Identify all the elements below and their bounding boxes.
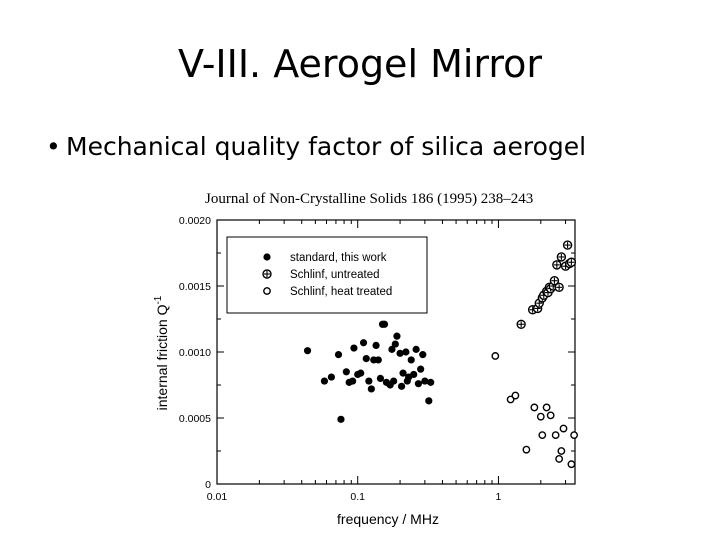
point-standard (390, 377, 398, 385)
y-tick-label: 0.0020 (179, 215, 211, 227)
point-standard (342, 368, 350, 376)
x-tick-label: 1 (496, 491, 502, 503)
y-tick-label: 0.0010 (179, 347, 211, 359)
point-heat-treated (559, 424, 568, 433)
point-heat-treated (536, 412, 545, 421)
point-heat-treated (522, 445, 531, 454)
point-standard (402, 348, 410, 356)
legend-label-untreated: Schlinf, untreated (290, 269, 380, 281)
y-axis-label-text: internal friction Q (154, 304, 170, 410)
legend-label-standard: standard, this work (290, 252, 387, 264)
point-heat-treated (506, 395, 515, 404)
bullet-text: Mechanical quality factor of silica aero… (66, 132, 587, 161)
point-untreated (549, 276, 560, 286)
point-standard (357, 369, 365, 377)
point-heat-treated (542, 403, 551, 412)
x-tick-label: 0.1 (350, 491, 365, 503)
point-standard (374, 356, 382, 364)
point-heat-treated (567, 460, 576, 469)
point-standard (427, 378, 435, 386)
point-heat-treated (551, 431, 560, 440)
point-standard (372, 341, 380, 349)
point-standard (391, 340, 399, 348)
axis-ticks (216, 219, 575, 485)
point-untreated (516, 319, 526, 329)
x-tick-label: 0.01 (207, 491, 228, 503)
point-standard (419, 351, 427, 359)
axis-tick-labels: 0 0.0005 0.0010 0.0015 0.0020 0.01 0.1 1 (179, 215, 502, 503)
y-axis-label-exponent: -1 (153, 295, 164, 304)
point-standard (337, 415, 345, 423)
point-standard (388, 345, 396, 353)
point-standard (412, 345, 420, 353)
point-heat-treated (538, 431, 547, 440)
point-standard (359, 339, 368, 347)
point-standard (367, 385, 375, 393)
point-standard (396, 349, 404, 357)
point-untreated (566, 257, 577, 267)
bullet-symbol: • (46, 132, 61, 161)
point-heat-treated (557, 447, 566, 455)
legend-markers (262, 253, 272, 295)
point-standard (362, 355, 370, 363)
point-standard (393, 332, 401, 340)
point-standard (421, 377, 429, 385)
data-points (303, 240, 579, 469)
point-standard (407, 356, 415, 364)
legend-marker-standard (263, 253, 271, 261)
y-tick-label: 0.0015 (179, 281, 211, 293)
point-standard (349, 377, 357, 385)
point-standard (327, 373, 335, 381)
y-axis-label: internal friction Q-1 (153, 295, 170, 410)
point-heat-treated (555, 455, 564, 463)
legend-marker-untreated (262, 269, 272, 279)
point-standard (414, 380, 423, 388)
point-untreated (562, 240, 573, 250)
y-tick-label: 0 (205, 479, 211, 491)
point-standard (380, 320, 389, 328)
legend-marker-heat-treated (263, 287, 271, 295)
point-standard (303, 347, 312, 355)
point-untreated (554, 282, 564, 293)
y-tick-label: 0.0005 (179, 413, 211, 425)
point-heat-treated (570, 431, 579, 440)
legend-label-heat-treated: Schlinf, heat treated (290, 286, 392, 298)
bullet-item: • Mechanical quality factor of silica aer… (46, 132, 586, 161)
point-standard (417, 365, 425, 373)
legend: standard, this work Schlinf, untreated S… (226, 236, 428, 314)
journal-caption: Journal of Non-Crystalline Solids 186 (1… (205, 191, 533, 207)
point-standard (365, 377, 373, 385)
point-heat-treated (530, 403, 539, 412)
point-standard (410, 370, 418, 379)
point-standard (376, 374, 385, 382)
point-untreated (556, 252, 567, 262)
point-standard (350, 344, 358, 352)
point-heat-treated (546, 411, 555, 420)
point-heat-treated (511, 391, 520, 400)
legend-box (226, 236, 428, 314)
point-heat-treated (491, 352, 500, 360)
x-axis-label: frequency / MHz (337, 511, 439, 527)
point-standard (399, 369, 407, 377)
slide-title: V-III. Aerogel Mirror (177, 42, 543, 86)
aerogel-chart: Journal of Non-Crystalline Solids 186 (1… (153, 191, 579, 527)
point-untreated (552, 260, 562, 270)
point-standard (334, 351, 343, 359)
point-standard (320, 377, 329, 385)
point-standard (397, 382, 406, 390)
point-standard (425, 397, 433, 405)
